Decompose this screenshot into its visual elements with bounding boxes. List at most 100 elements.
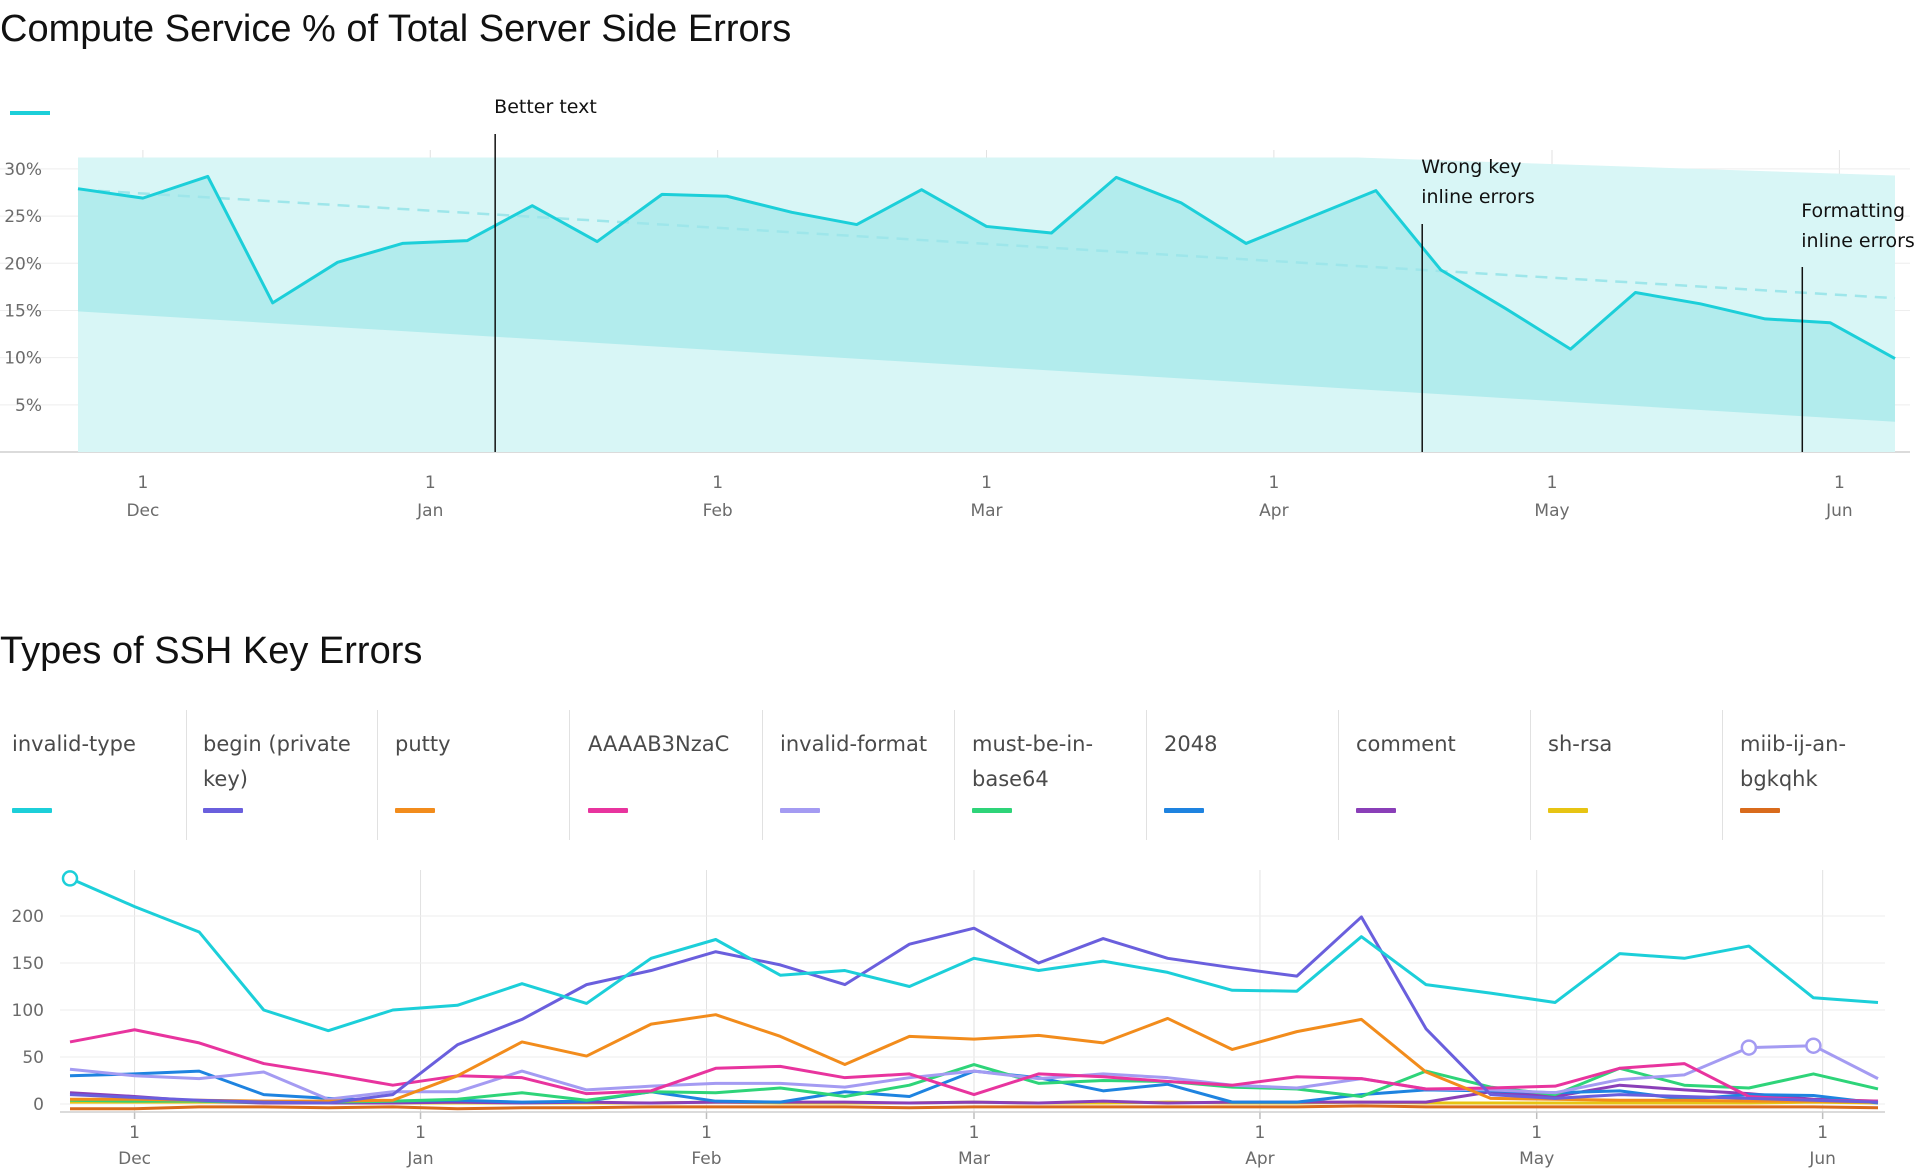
legend-swatch	[1356, 808, 1396, 813]
x-tick-day: 1	[415, 1123, 426, 1143]
legend-label: invalid-format	[780, 732, 928, 756]
x-tick-day: 1	[1268, 473, 1279, 493]
series-line-begin-private-key	[69, 915, 1879, 1105]
x-tick-month: May	[1534, 501, 1569, 521]
x-tick-month: Jan	[416, 501, 443, 521]
x-tick-day: 1	[1547, 473, 1558, 493]
legend-label: begin (private key)	[203, 732, 351, 791]
legend-divider	[1146, 710, 1147, 840]
annotation-label: inline errors	[1421, 186, 1535, 208]
legend-item-sh-rsa[interactable]: sh-rsa	[1536, 710, 1723, 840]
legend-item-must-be-in-base64[interactable]: must-be-in-base64	[960, 710, 1147, 840]
legend-item-invalid-format[interactable]: invalid-format	[768, 710, 955, 840]
legend-swatch	[972, 808, 1012, 813]
series-line-invalid-type	[69, 877, 1879, 1033]
legend-swatch	[1164, 808, 1204, 813]
legend-divider	[762, 710, 763, 840]
legend-swatch	[588, 808, 628, 813]
y-tick-label: 30%	[4, 160, 42, 180]
legend-item-invalid-type[interactable]: invalid-type	[0, 710, 187, 840]
x-tick-day: 1	[701, 1123, 712, 1143]
legend-divider	[569, 710, 570, 840]
y-tick-label: 50	[22, 1048, 44, 1068]
x-tick-month: Dec	[118, 1149, 151, 1169]
legend-divider	[1530, 710, 1531, 840]
chart-compute-service-error-share: Better text Wrong key inline errors Formatt…	[0, 96, 1915, 521]
x-tick-month: Jan	[406, 1149, 433, 1169]
series-line-aaaab3nzac	[69, 1028, 1879, 1103]
x-tick-day: 1	[1255, 1123, 1266, 1143]
legend-swatch	[12, 808, 52, 813]
x-tick-day: 1	[129, 1123, 140, 1143]
annotation-label: Formatting	[1801, 200, 1905, 222]
legend-label: AAAAB3NzaC	[588, 732, 730, 756]
legend-swatch	[1548, 808, 1588, 813]
legend-swatch	[1740, 808, 1780, 813]
x-tick-day: 1	[1817, 1123, 1828, 1143]
chart-title-compute-service: Compute Service % of Total Server Side E…	[0, 8, 792, 50]
legend-divider	[1722, 710, 1723, 840]
legend-label: 2048	[1164, 732, 1218, 756]
legend-divider	[186, 710, 187, 840]
legend-swatch	[395, 808, 435, 813]
x-tick-month: Apr	[1245, 1149, 1274, 1169]
y-tick-label: 5%	[15, 396, 42, 416]
chart-title-ssh-key-errors: Types of SSH Key Errors	[0, 630, 423, 672]
x-tick-day: 1	[137, 473, 148, 493]
x-tick-day: 1	[1834, 473, 1845, 493]
legend-swatch	[10, 111, 50, 115]
confidence-band-inner	[78, 176, 1895, 422]
x-tick-month: Mar	[958, 1149, 990, 1169]
y-tick-label: 150	[12, 954, 44, 974]
y-tick-label: 0	[33, 1095, 44, 1115]
legend-ssh-error-types: invalid-type begin (private key) putty A…	[0, 710, 1920, 840]
x-tick-day: 1	[969, 1123, 980, 1143]
legend-label: putty	[395, 732, 451, 756]
annotation-label: inline errors	[1801, 230, 1915, 252]
data-point-marker[interactable]	[1805, 1037, 1822, 1054]
x-tick-month: May	[1519, 1149, 1554, 1169]
data-point-marker[interactable]	[1740, 1039, 1758, 1056]
x-tick-month: Jun	[1808, 1149, 1836, 1169]
x-tick-day: 1	[981, 473, 992, 493]
legend-label: comment	[1356, 732, 1456, 756]
x-tick-month: Mar	[970, 501, 1002, 521]
x-tick-day: 1	[425, 473, 436, 493]
legend-item-putty[interactable]: putty	[383, 710, 570, 840]
legend-divider	[1338, 710, 1339, 840]
legend-item-comment[interactable]: comment	[1344, 710, 1531, 840]
legend-item-aaaab3nzac[interactable]: AAAAB3NzaC	[576, 710, 763, 840]
legend-swatch	[780, 808, 820, 813]
legend-divider	[377, 710, 378, 840]
x-tick-month: Apr	[1259, 501, 1288, 521]
legend-label: invalid-type	[12, 732, 136, 756]
trend-line	[77, 188, 1896, 300]
legend-item-2048[interactable]: 2048	[1152, 710, 1339, 840]
legend-label: must-be-in-base64	[972, 732, 1094, 791]
x-tick-month: Dec	[126, 501, 159, 521]
legend-item-begin-private-key[interactable]: begin (private key)	[191, 710, 378, 840]
x-tick-day: 1	[712, 473, 723, 493]
data-point-marker[interactable]	[61, 870, 79, 887]
y-tick-label: 25%	[4, 207, 42, 227]
x-tick-month: Jun	[1825, 501, 1853, 521]
y-tick-label: 10%	[4, 349, 42, 369]
legend-label: miib-ij-an-bgkqhk	[1740, 732, 1847, 791]
y-tick-label: 200	[12, 907, 44, 927]
series-line-putty	[70, 1013, 1879, 1104]
series-line-invalid-format	[69, 1044, 1879, 1101]
x-tick-day: 1	[1531, 1123, 1542, 1143]
annotation-label: Better text	[494, 96, 597, 118]
legend-label: sh-rsa	[1548, 732, 1613, 756]
x-tick-month: Feb	[703, 501, 733, 521]
legend-divider	[954, 710, 955, 840]
series-line-miib-ij-an-bgkqhk	[70, 1104, 1879, 1111]
y-tick-label: 20%	[4, 254, 42, 274]
legend-swatch	[203, 808, 243, 813]
annotation-label: Wrong key	[1421, 156, 1521, 178]
y-tick-label: 100	[12, 1001, 44, 1021]
x-tick-month: Feb	[691, 1149, 721, 1169]
y-tick-label: 15%	[4, 301, 42, 321]
legend-item-miib-ij-an-bgkqhk[interactable]: miib-ij-an-bgkqhk	[1728, 710, 1915, 840]
